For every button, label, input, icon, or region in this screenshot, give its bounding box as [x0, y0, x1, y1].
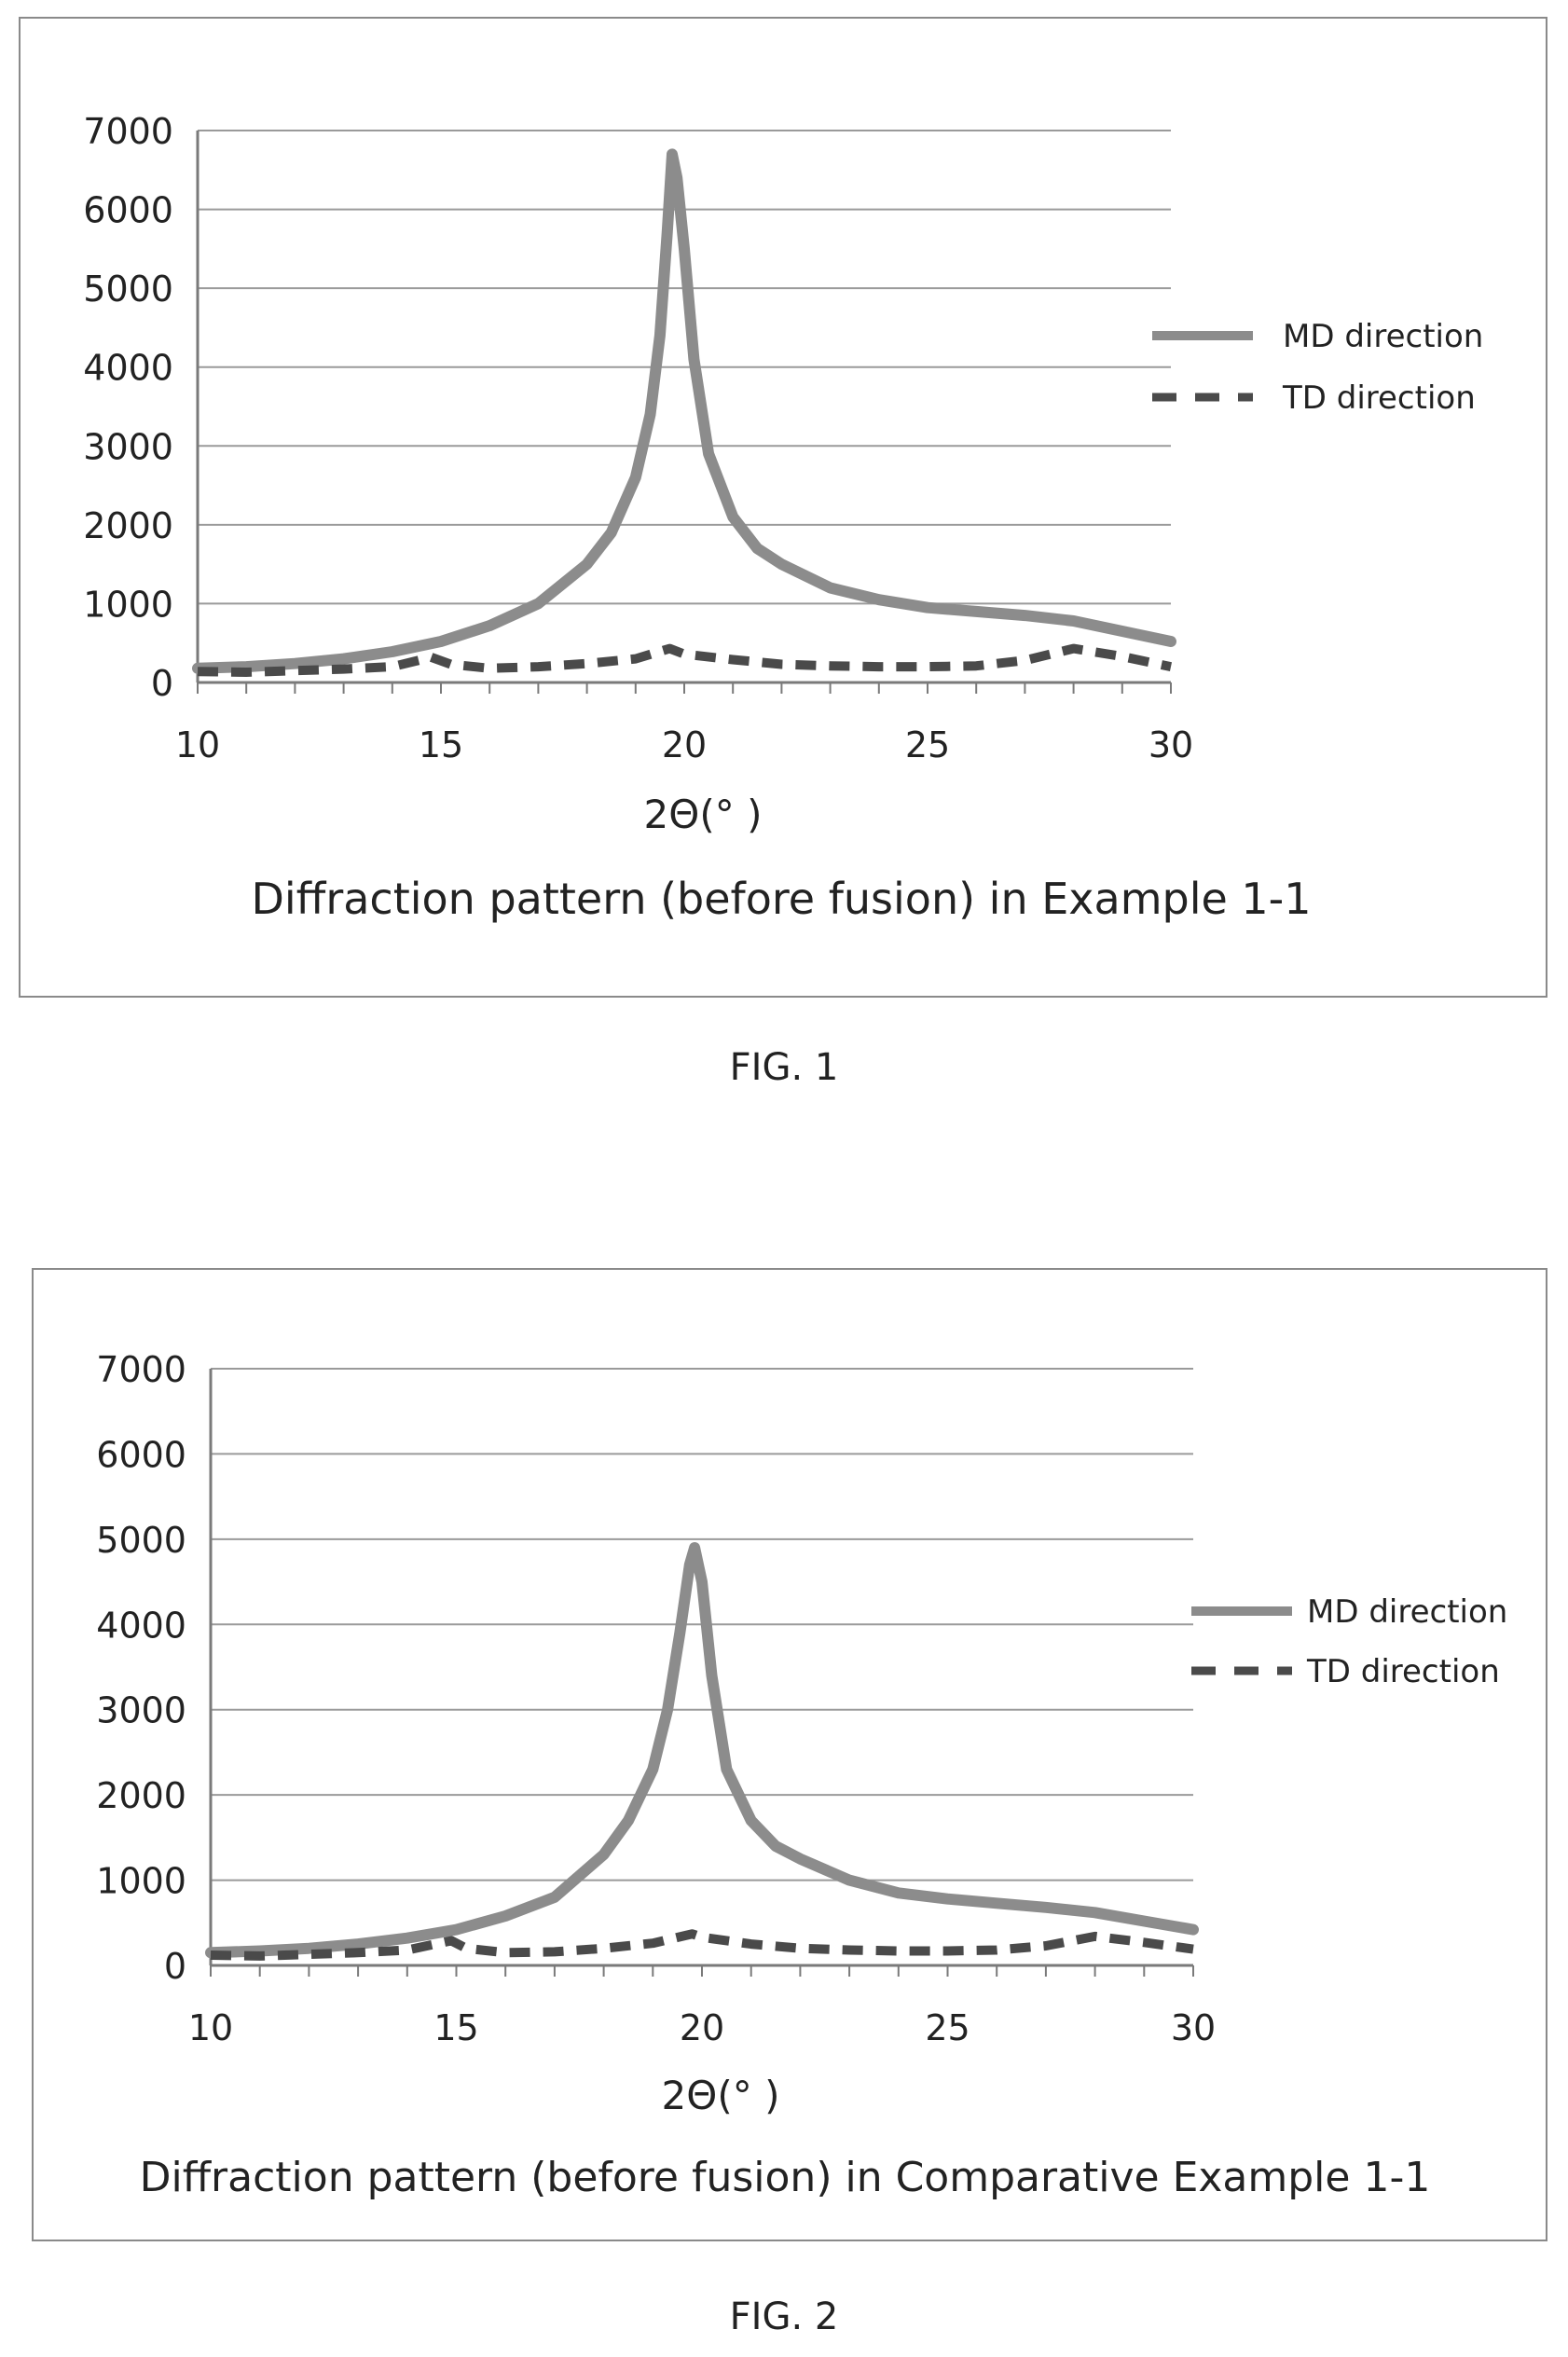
figure-2-label: FIG. 2 [729, 2295, 839, 2338]
series-line-td [210, 1929, 1194, 1961]
y-tick-label: 3000 [96, 1690, 186, 1731]
legend-label: TD direction [1282, 379, 1476, 417]
x-tick-label: 15 [419, 724, 463, 765]
x-tick-label: 10 [188, 2007, 233, 2048]
series-line-td [197, 643, 1173, 677]
y-tick-label: 5000 [96, 1520, 186, 1561]
y-tick-label: 3000 [83, 426, 173, 467]
series-line-md [192, 148, 1176, 674]
y-tick-label: 6000 [83, 190, 173, 231]
y-tick-label: 4000 [83, 348, 173, 389]
y-tick-label: 2000 [83, 505, 173, 546]
y-tick-label: 7000 [96, 1349, 186, 1390]
x-tick-label: 10 [175, 724, 220, 765]
x-tick-label: 20 [680, 2007, 724, 2048]
x-tick-label: 20 [662, 724, 707, 765]
chart-figure-2: 0 1000 2000 3000 4000 5000 6000 7000 10 15 20 25 30 M… [96, 1349, 1507, 2201]
y-tick-label: 2000 [96, 1775, 186, 1816]
chart-title: Diffraction pattern (before fusion) in E… [251, 874, 1311, 924]
y-tick-label: 1000 [83, 584, 173, 625]
y-tick-label: 0 [151, 663, 173, 704]
figure-1-frame [19, 17, 1547, 998]
series-line-md [205, 1542, 1199, 1959]
x-tick-label: 25 [905, 724, 950, 765]
x-tick-label: 30 [1148, 724, 1193, 765]
legend-label: MD direction [1283, 318, 1483, 355]
x-tick-label: 30 [1171, 2007, 1216, 2048]
y-tick-label: 7000 [83, 111, 173, 152]
legend-label: TD direction [1306, 1653, 1500, 1690]
x-tick-label: 25 [925, 2007, 970, 2048]
y-tick-label: 1000 [96, 1861, 186, 1902]
figure-1-label: FIG. 1 [729, 1046, 839, 1089]
y-tick-label: 5000 [83, 269, 173, 310]
legend-label: MD direction [1307, 1593, 1507, 1631]
x-axis-label: 2Θ(° ) [662, 2073, 780, 2118]
y-tick-label: 6000 [96, 1434, 186, 1475]
y-tick-label: 0 [164, 1946, 186, 1987]
y-tick-label: 4000 [96, 1605, 186, 1646]
x-tick-label: 15 [433, 2007, 478, 2048]
chart-title: Diffraction pattern (before fusion) in C… [140, 2154, 1431, 2201]
figure-2-frame [32, 1268, 1547, 2241]
x-axis-label: 2Θ(° ) [644, 792, 763, 837]
chart-figure-1: 0 1000 2000 3000 4000 5000 6000 7000 10 15 20 25 30 M… [83, 111, 1483, 924]
